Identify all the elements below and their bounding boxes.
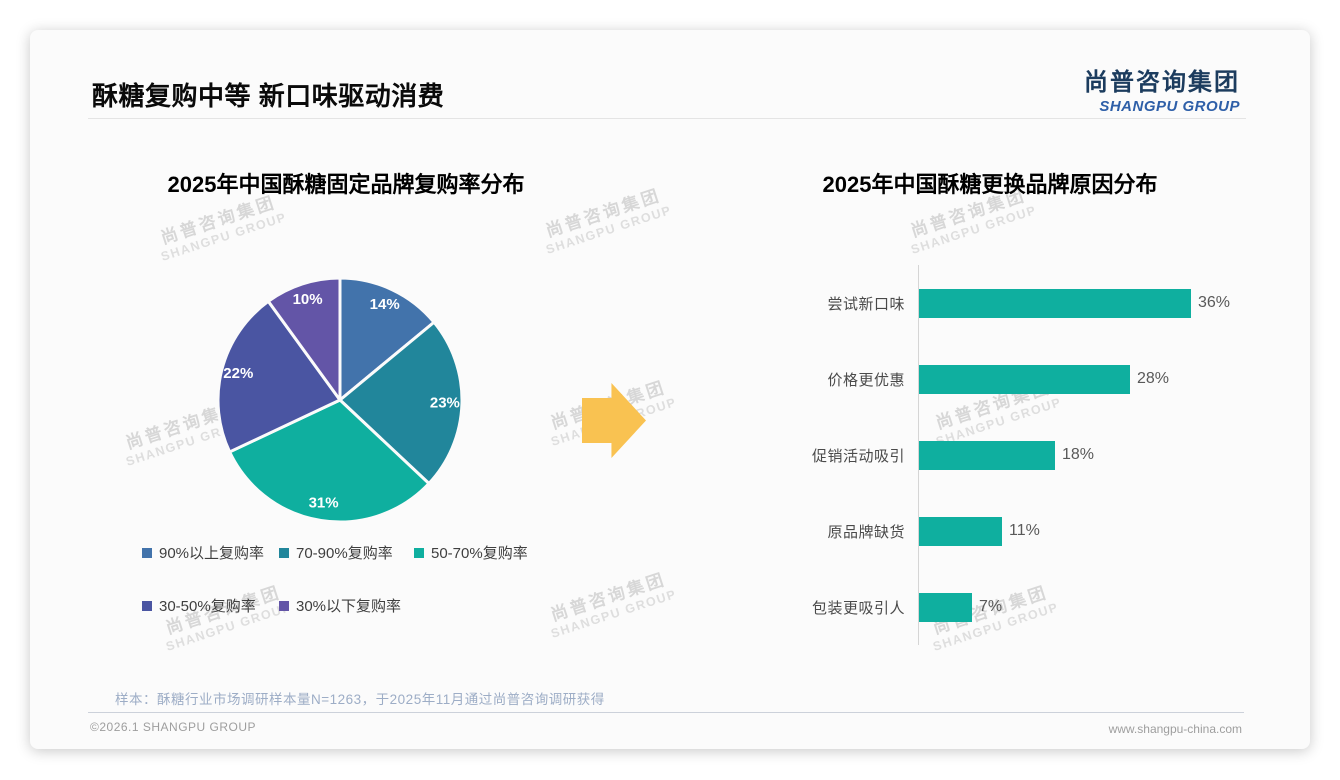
bar-价格更优惠 [919,364,1130,394]
bar-尝试新口味 [919,288,1191,318]
footer-copyright: ©2026.1 SHANGPU GROUP [90,720,257,734]
legend-swatch [142,600,152,611]
watermark-en: SHANGPU GROUP [909,202,1039,257]
bar-category-label: 价格更优惠 [827,371,905,389]
header-divider [88,118,1246,119]
page-title: 酥糖复购中等 新口味驱动消费 [92,81,445,111]
bar-category-label: 原品牌缺货 [827,523,905,541]
bar-category-label: 尝试新口味 [827,295,905,313]
right-arrow-icon [582,383,646,458]
pie-legend: 90%以上复购率 70-90%复购率 50-70%复购率 30-50%复购率 30%以下… [142,542,528,616]
pie-slice-label: 10% [293,291,323,308]
bar-category-label: 包装更吸引人 [811,599,905,617]
legend-label: 50-70%复购率 [431,545,528,562]
bar-row: 包装更吸引人 7% [720,569,1280,645]
legend-label: 70-90%复购率 [296,545,393,562]
legend-label: 30-50%复购率 [159,598,256,615]
legend-swatch [279,600,289,611]
bar-value-label: 36% [1198,294,1231,311]
bar-value-label: 28% [1137,370,1170,387]
pie-slice-50-70%复购率 [228,398,431,524]
bar-row: 原品牌缺货 11% [720,493,1280,569]
sample-note: 样本：酥糖行业市场调研样本量N=1263，于2025年11月通过尚普咨询调研获得 [115,692,605,707]
legend-item: 90%以上复购率 [142,542,279,563]
logo-english-text: SHANGPU GROUP [1099,98,1240,115]
pie-chart: 14% 23% 31% 22% 10% [216,276,464,524]
legend-swatch [279,547,289,558]
watermark-cn: 尚普咨询集团 [548,569,669,625]
bar-plot-area: 18% [918,417,1280,493]
bar-category-label: 促销活动吸引 [811,447,905,465]
legend-label: 90%以上复购率 [159,545,265,562]
watermark-en: SHANGPU GROUP [544,202,674,257]
legend-swatch [142,547,152,558]
bar-plot-area: 28% [918,341,1280,417]
legend-swatch [414,547,424,558]
legend-item: 30%以下复购率 [279,595,414,616]
legend-label: 30%以下复购率 [296,598,402,615]
legend-item: 50-70%复购率 [414,542,528,563]
watermark-en: SHANGPU GROUP [549,586,679,641]
watermark-en: SHANGPU GROUP [159,209,289,264]
bar-包装更吸引人 [919,592,972,622]
bar-chart-title: 2025年中国酥糖更换品牌原因分布 [822,172,1158,197]
pie-slice-label: 31% [309,495,339,512]
slide-card: 尚普咨询集团 SHANGPU GROUP 尚普咨询集团 SHANGPU GROUP 尚普… [30,30,1310,749]
logo-chinese-text: 尚普咨询集团 [1084,69,1240,96]
legend-item: 30-50%复购率 [142,595,279,616]
bar-原品牌缺货 [919,516,1002,546]
bar-value-label: 18% [1062,446,1095,463]
pie-chart-title: 2025年中国酥糖固定品牌复购率分布 [167,172,525,197]
pie-slice-70-90%复购率 [338,320,464,486]
bar-value-label: 11% [1009,522,1040,539]
bar-row: 尝试新口味 36% [720,265,1280,341]
bar-plot-area: 36% [918,265,1280,341]
pie-slice-90%以上复购率 [338,276,436,402]
bar-促销活动吸引 [919,440,1055,470]
pie-slice-30-50%复购率 [216,299,342,454]
bar-row: 价格更优惠 28% [720,341,1280,417]
pie-slice-label: 22% [223,365,253,382]
bar-row: 促销活动吸引 18% [720,417,1280,493]
legend-item: 70-90%复购率 [279,542,414,563]
bar-chart: 尝试新口味 36% 价格更优惠 28% 促销活动吸引 18% 原品牌缺货 11% 包装更吸引人 7… [720,265,1280,645]
bar-value-label: 7% [979,598,1003,615]
pie-slice-30%以下复购率 [266,276,342,402]
company-logo: 尚普咨询集团 SHANGPU GROUP [1084,62,1240,115]
pie-slice-label: 14% [370,296,400,313]
bar-plot-area: 7% [918,569,1280,645]
footer-website: www.shangpu-china.com [1108,722,1242,736]
pie-slice-label: 23% [430,394,460,411]
bar-plot-area: 11% [918,493,1280,569]
footer-divider [88,712,1244,713]
